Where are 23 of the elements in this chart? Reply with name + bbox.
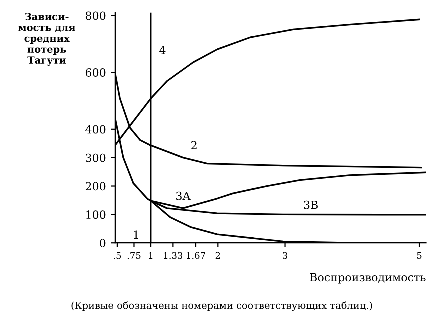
y-tick-label: 300	[86, 154, 106, 162]
series-label: 3B	[304, 200, 318, 210]
x-tick-label: 5	[417, 252, 422, 260]
y-tick-label: 200	[86, 182, 106, 191]
series-label: 2	[192, 141, 197, 150]
x-tick-label: .5	[114, 252, 122, 260]
x-tick-label: 1.67	[187, 252, 206, 260]
x-tick-label: 3	[283, 252, 288, 260]
y-tick-label: 0	[100, 239, 106, 248]
series-label: 3A	[176, 192, 191, 200]
x-tick-label: 1.33	[164, 252, 183, 260]
x-axis-title: Воспроизводимость	[310, 273, 426, 284]
y-tick-label: 800	[86, 12, 106, 20]
y-tick-label: 400	[86, 125, 106, 134]
x-tick-label: 2	[216, 252, 220, 259]
y-tick-label: 600	[86, 68, 106, 77]
text: 4	[160, 46, 166, 54]
text: (Кривые обозначены номерами соответствующих таблиц.)	[72, 302, 372, 312]
x-tick-label: 1	[149, 252, 153, 259]
y-tick-label: 100	[86, 210, 106, 220]
y-axis-title: Зависи- мость для средних потерь Тагути	[18, 13, 76, 66]
x-tick-label: .75	[128, 252, 141, 260]
text: 1	[134, 230, 138, 239]
